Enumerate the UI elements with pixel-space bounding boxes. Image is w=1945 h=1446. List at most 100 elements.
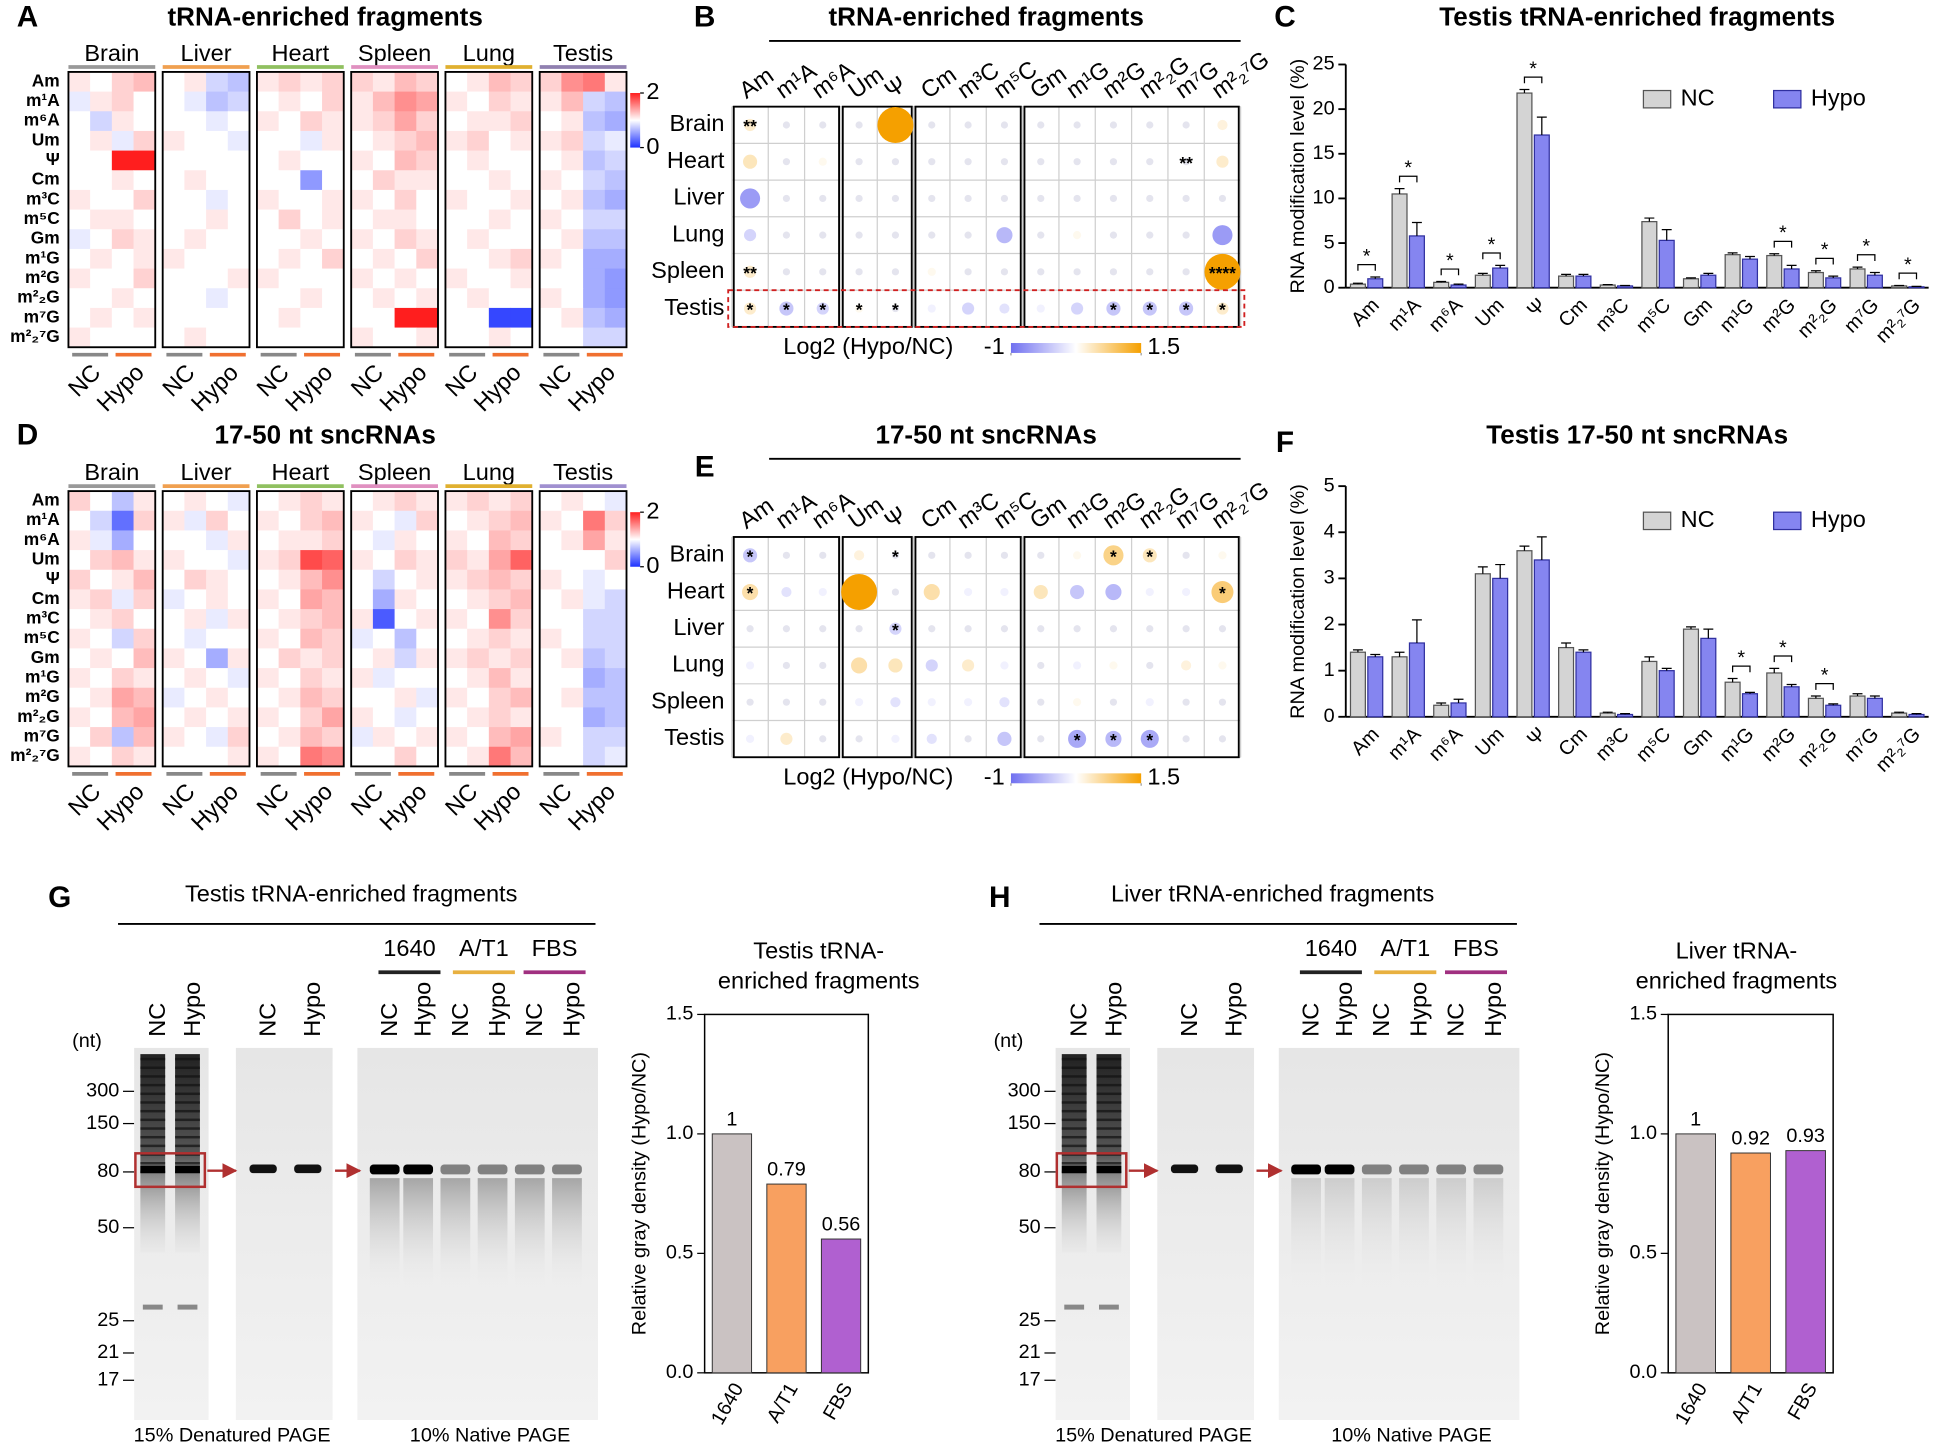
heat-cell [162, 130, 185, 152]
bar [1408, 642, 1425, 718]
heat-cell [561, 589, 584, 610]
heat-cell [561, 327, 584, 348]
bar [1516, 550, 1533, 718]
heat-cell [416, 150, 439, 171]
heat-cell [68, 628, 91, 649]
heat-cell [604, 727, 627, 748]
heat-cell [133, 668, 156, 689]
heatmap-frame [67, 490, 157, 768]
bar [1724, 254, 1741, 289]
heat-cell [510, 130, 533, 152]
dot [782, 551, 791, 559]
heat-cell [583, 71, 606, 93]
heat-cell [510, 530, 533, 551]
heat-cell [227, 327, 250, 348]
heat-cell [467, 288, 490, 309]
error-bar [1810, 270, 1821, 273]
heat-cell [206, 609, 229, 630]
error-bar [1352, 649, 1363, 653]
heat-cell [561, 248, 584, 270]
band [175, 1101, 200, 1104]
heat-cell [583, 111, 606, 132]
column-group-label: Hypo [469, 778, 526, 835]
heat-cell [256, 530, 280, 551]
heat-cell [133, 288, 156, 309]
row-label: Brain [669, 541, 724, 567]
heat-cell [133, 327, 156, 348]
band [1096, 1135, 1122, 1139]
highlight-box [727, 289, 1246, 328]
heat-cell [394, 569, 417, 590]
heat-cell [300, 746, 323, 767]
bar [1908, 713, 1925, 718]
smear [552, 1178, 582, 1290]
dot [745, 661, 755, 670]
heat-cell [488, 209, 512, 230]
error-bar [1453, 698, 1464, 703]
heat-cell [133, 111, 156, 132]
error-bar [1370, 276, 1381, 279]
heat-cell [278, 609, 301, 630]
significance: * [892, 620, 899, 640]
highlight-box [134, 1152, 207, 1189]
heat-cell [184, 648, 207, 669]
y-tick-label: 5 [1324, 231, 1335, 253]
dot [819, 121, 827, 129]
error-bar [1436, 280, 1447, 283]
bar [1492, 267, 1509, 289]
heatmap-frame [444, 70, 534, 349]
heat-cell [227, 727, 250, 748]
dot [964, 231, 972, 239]
heat-cell [351, 510, 374, 531]
heat-cell [227, 707, 250, 728]
heat-cell [445, 170, 468, 191]
heat-cell [488, 248, 512, 270]
dot [1109, 661, 1118, 670]
dot [1146, 268, 1154, 276]
heat-cell [488, 727, 512, 748]
heat-cell [372, 111, 396, 132]
dot [744, 265, 757, 278]
heat-cell [583, 746, 606, 767]
heat-cell [300, 668, 323, 689]
dot [1146, 231, 1154, 239]
smear [403, 1178, 434, 1290]
bar [1766, 672, 1783, 718]
dot [782, 625, 791, 633]
dot [1218, 625, 1227, 633]
heat-cell [133, 648, 156, 669]
lane-label: Hypo [1100, 982, 1126, 1037]
heat-cell [372, 150, 396, 171]
heat-cell [227, 248, 250, 270]
size-marker: 80 [1019, 1160, 1041, 1182]
band [140, 1066, 166, 1069]
y-tick-label: 5 [1324, 474, 1335, 496]
x-tick-label: m²₂G [1793, 723, 1841, 771]
heat-cell [372, 71, 396, 93]
colorbar-tick-label: 0 [646, 552, 659, 578]
heat-cell [111, 71, 135, 93]
dot [1036, 304, 1045, 313]
heat-cell [162, 687, 185, 708]
heat-cell [583, 327, 606, 348]
heat-cell [111, 209, 135, 230]
dot [1000, 121, 1009, 129]
heat-cell [184, 170, 207, 191]
dot [1211, 581, 1234, 604]
heat-cell [561, 628, 584, 649]
heat-cell [133, 628, 156, 649]
significance-bracket [1856, 254, 1876, 261]
heat-cell [445, 491, 468, 512]
panel-title: 17-50 nt sncRNAs [214, 419, 435, 449]
heat-cell [227, 550, 250, 571]
heat-cell [416, 707, 439, 728]
x-tick-label: m¹G [1716, 723, 1759, 766]
heat-cell [372, 268, 396, 289]
heat-cell [351, 569, 374, 590]
heat-cell [561, 569, 584, 590]
heat-cell [394, 727, 417, 748]
heat-cell [539, 91, 562, 112]
error-bar [1495, 563, 1506, 579]
bar [1700, 274, 1717, 289]
dot [819, 698, 827, 706]
